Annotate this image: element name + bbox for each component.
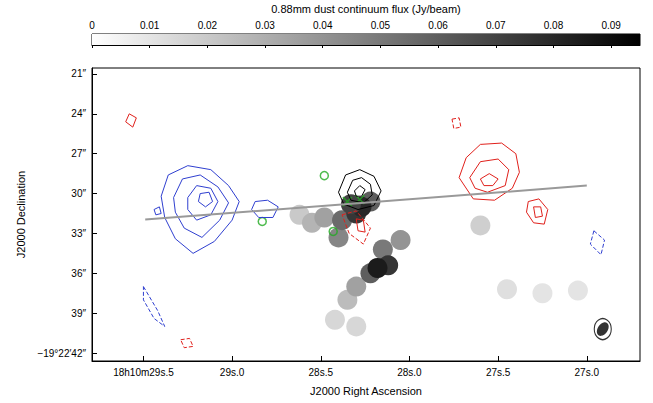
svg-text:24″: 24″ (71, 108, 86, 119)
svg-text:−19°22′42″: −19°22′42″ (37, 348, 86, 359)
svg-text:28s.5: 28s.5 (309, 367, 334, 378)
svg-text:0.08: 0.08 (544, 20, 564, 31)
svg-text:27″: 27″ (71, 148, 86, 159)
svg-text:0: 0 (89, 20, 95, 31)
svg-text:0.04: 0.04 (313, 20, 333, 31)
svg-text:29s.0: 29s.0 (220, 367, 245, 378)
svg-text:J2000 Declination: J2000 Declination (15, 171, 27, 258)
svg-text:0.07: 0.07 (486, 20, 506, 31)
svg-text:21″: 21″ (71, 68, 86, 79)
svg-text:39″: 39″ (71, 308, 86, 319)
svg-text:0.05: 0.05 (371, 20, 391, 31)
svg-text:36″: 36″ (71, 268, 86, 279)
svg-text:30″: 30″ (71, 188, 86, 199)
svg-text:0.88mm dust continuum flux (Jy: 0.88mm dust continuum flux (Jy/beam) (271, 3, 461, 15)
svg-text:27s.0: 27s.0 (575, 367, 600, 378)
svg-text:27s.5: 27s.5 (486, 367, 511, 378)
svg-text:J2000 Right Ascension: J2000 Right Ascension (310, 385, 422, 397)
svg-text:0.01: 0.01 (140, 20, 160, 31)
svg-text:0.09: 0.09 (601, 20, 621, 31)
svg-text:0.02: 0.02 (198, 20, 218, 31)
svg-text:0.03: 0.03 (255, 20, 275, 31)
svg-text:33″: 33″ (71, 228, 86, 239)
svg-text:0.06: 0.06 (428, 20, 448, 31)
svg-text:18h10m29s.5: 18h10m29s.5 (113, 367, 174, 378)
svg-text:28s.0: 28s.0 (397, 367, 422, 378)
